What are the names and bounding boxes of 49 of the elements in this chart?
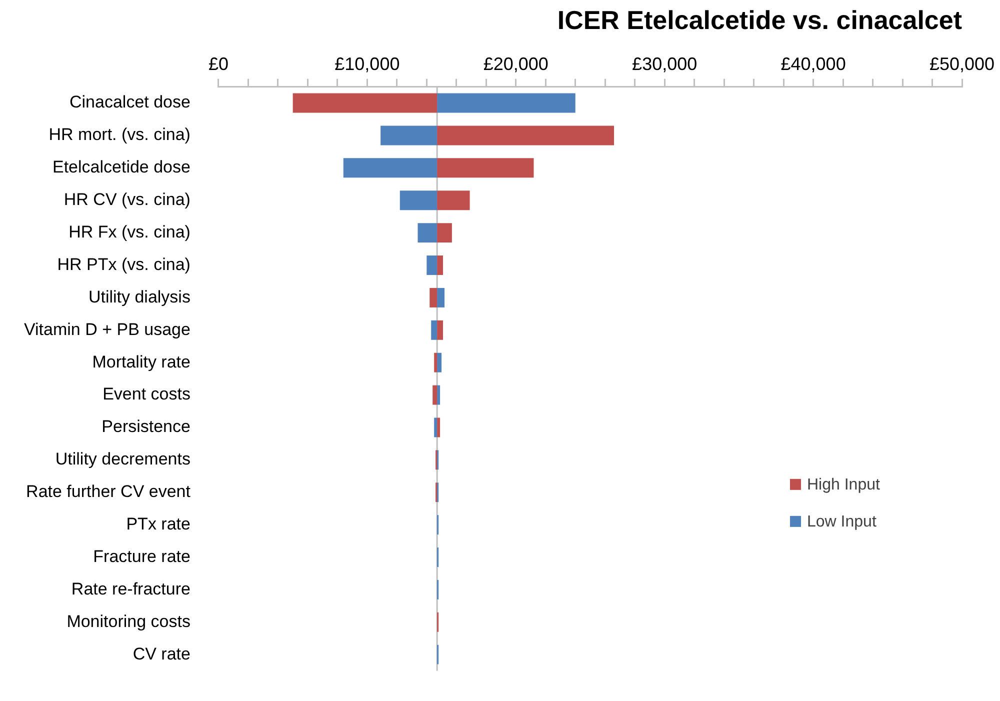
bar (292, 93, 438, 113)
y-tick-label: Etelcalcetide dose (52, 158, 190, 177)
chart-title: ICER Etelcalcetide vs. cinacalcet (557, 4, 962, 35)
y-tick-label: HR CV (vs. cina) (64, 190, 190, 210)
y-tick-label: Fracture rate (93, 546, 190, 566)
bar (400, 190, 438, 210)
bar (418, 223, 438, 243)
legend-label: High Input (807, 476, 880, 494)
bar (437, 256, 444, 275)
bar (434, 418, 438, 438)
x-tick-label: £40,000 (780, 54, 846, 74)
y-tick-label: PTx rate (126, 514, 190, 534)
y-tick-label: Utility decrements (55, 450, 190, 469)
bar (431, 320, 438, 340)
y-tick-label: HR PTx (vs. cina) (57, 254, 190, 274)
y-tick-label: Utility dialysis (88, 287, 190, 306)
bar (437, 352, 442, 372)
y-tick-label: Cinacalcet dose (70, 92, 190, 112)
y-tick-label: Rate further CV event (26, 482, 191, 502)
y-tick-label: Vitamin D + PB usage (24, 320, 190, 339)
bar (437, 93, 576, 113)
bar (432, 385, 438, 405)
bar (434, 352, 438, 372)
bar (437, 223, 452, 243)
bar (437, 418, 440, 438)
x-tick-label: £50,000 (929, 54, 995, 74)
x-tick-label: £0 (208, 54, 228, 74)
y-tick-label: Event costs (102, 384, 190, 404)
y-tick-label: HR mort. (vs. cina) (48, 125, 190, 144)
y-tick-label: Mortality rate (92, 352, 190, 372)
y-tick-label: Persistence (102, 417, 190, 436)
bar (437, 288, 445, 308)
x-tick-label: £20,000 (483, 54, 548, 74)
y-tick-label: CV rate (132, 644, 190, 664)
y-tick-label: Rate re-fracture (71, 579, 190, 598)
x-tick-label: £10,000 (334, 54, 400, 74)
bar (380, 126, 438, 146)
bar (437, 385, 440, 405)
bar (437, 190, 470, 210)
bar (437, 320, 444, 340)
bar (437, 158, 534, 178)
bar (426, 256, 438, 275)
y-tick-label: Monitoring costs (66, 612, 190, 631)
legend-label: Low Input (807, 513, 877, 530)
y-tick-label: HR Fx (vs. cina) (68, 222, 190, 242)
bar (343, 158, 438, 178)
bar (430, 288, 438, 308)
x-tick-label: £30,000 (632, 54, 698, 74)
bar (437, 126, 614, 146)
